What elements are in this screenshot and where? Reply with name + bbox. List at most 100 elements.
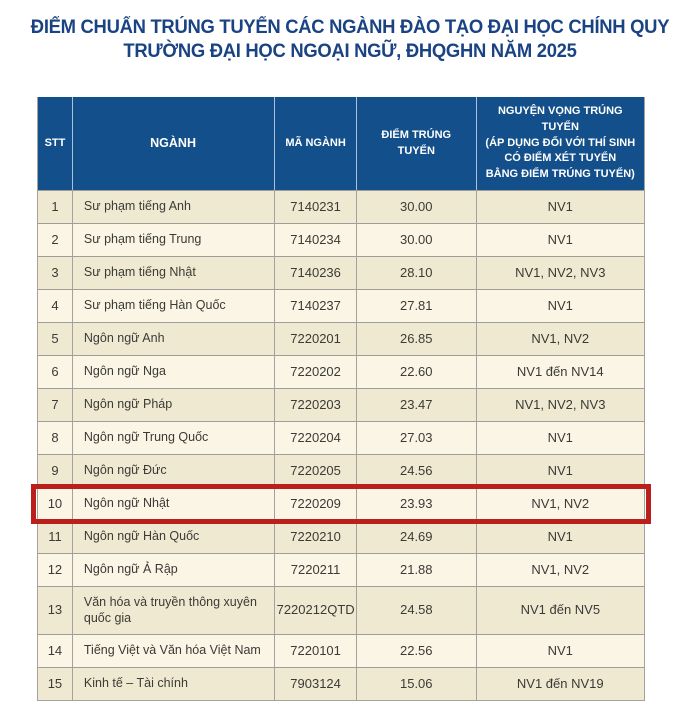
- page-title: ĐIỂM CHUẨN TRÚNG TUYỂN CÁC NGÀNH ĐÀO TẠO…: [11, 16, 690, 64]
- table-row: 2 Sư phạm tiếng Trung 7140234 30.00 NV1: [38, 223, 644, 256]
- cell-ma-nganh: 7220201: [275, 323, 357, 355]
- cell-ma-nganh: 7220211: [275, 554, 357, 586]
- cell-ma-nganh: 7140234: [275, 224, 357, 256]
- cell-nganh: Sư phạm tiếng Anh: [73, 191, 276, 223]
- cell-diem: 27.03: [357, 422, 477, 454]
- cell-stt: 6: [38, 356, 73, 388]
- table-row: 15 Kinh tế – Tài chính 7903124 15.06 NV1…: [38, 667, 644, 700]
- cell-nganh: Sư phạm tiếng Hàn Quốc: [73, 290, 276, 322]
- cell-nguyen-vong: NV1 đến NV5: [520, 602, 601, 618]
- table-row: 3 Sư phạm tiếng Nhật 7140236 28.10 NV1, …: [38, 256, 644, 289]
- table-row: 12 Ngôn ngữ Ả Rập 7220211 21.88 NV1, NV2: [38, 553, 644, 586]
- table-row: 13 Văn hóa và truyền thông xuyên quốc gi…: [38, 586, 644, 634]
- cell-nganh: Ngôn ngữ Trung Quốc: [73, 422, 276, 454]
- table-row: 5 Ngôn ngữ Anh 7220201 26.85 NV1, NV2: [38, 322, 644, 355]
- cell-ma-nganh: 7220205: [275, 455, 357, 487]
- cell-stt: 11: [38, 521, 73, 553]
- cell-stt: 2: [38, 224, 73, 256]
- cell-stt: 14: [38, 635, 73, 667]
- table-row: 7 Ngôn ngữ Pháp 7220203 23.47 NV1, NV2, …: [38, 388, 644, 421]
- header-nguyen-vong: NGUYỆN VỌNG TRÚNG TUYỂN (ÁP DỤNG ĐỐI VỚI…: [477, 97, 644, 190]
- cell-nguyen-vong: NV1, NV2, NV3: [515, 396, 606, 412]
- header-diem-text: ĐIỂM TRÚNG TUYỂN: [381, 128, 452, 157]
- table-row: 1 Sư phạm tiếng Anh 7140231 30.00 NV1: [38, 190, 644, 223]
- table-row: 11 Ngôn ngữ Hàn Quốc 7220210 24.69 NV1: [38, 520, 644, 553]
- header-nv-line: CÓ ĐIỂM XÉT TUYỂN: [504, 152, 617, 165]
- cell-stt: 15: [38, 668, 73, 700]
- cell-nguyen-vong: NV1: [547, 198, 573, 214]
- cell-nguyen-vong: NV1, NV2: [531, 330, 590, 346]
- cell-ma-nganh: 7220101: [275, 635, 357, 667]
- table-header-row: STT NGÀNH MÃ NGÀNH ĐIỂM TRÚNG TUYỂN NGUY…: [38, 97, 644, 190]
- cell-nguyen-vong: NV1: [547, 528, 573, 544]
- cell-stt: 10: [38, 488, 73, 520]
- cell-stt: 9: [38, 455, 73, 487]
- cell-nguyen-vong: NV1 đến NV19: [516, 675, 604, 691]
- table-row: 9 Ngôn ngữ Đức 7220205 24.56 NV1: [38, 454, 644, 487]
- cell-diem: 30.00: [357, 191, 477, 223]
- cell-ma-nganh: 7903124: [275, 668, 357, 700]
- cell-ma-nganh: 7220203: [275, 389, 357, 421]
- cell-nguyen-vong: NV1 đến NV14: [516, 363, 604, 379]
- table-row: 8 Ngôn ngữ Trung Quốc 7220204 27.03 NV1: [38, 421, 644, 454]
- cell-diem: 23.47: [357, 389, 477, 421]
- cell-nganh: Văn hóa và truyền thông xuyên quốc gia: [73, 587, 276, 634]
- header-nv-line: BẰNG ĐIỂM TRÚNG TUYỂN): [485, 168, 635, 181]
- cell-diem: 15.06: [357, 668, 477, 700]
- cell-diem: 24.69: [357, 521, 477, 553]
- cell-stt: 13: [38, 587, 73, 634]
- cell-ma-nganh: 7220202: [275, 356, 357, 388]
- cell-ma-nganh: 7140236: [275, 257, 357, 289]
- cell-nganh: Ngôn ngữ Anh: [73, 323, 276, 355]
- table-row: 14 Tiếng Việt và Văn hóa Việt Nam 722010…: [38, 634, 644, 667]
- cell-nganh: Ngôn ngữ Nhật: [73, 488, 276, 520]
- cell-nguyen-vong: NV1: [547, 642, 573, 658]
- table-body: 1 Sư phạm tiếng Anh 7140231 30.00 NV1 2 …: [31, 190, 651, 700]
- cell-stt: 1: [38, 191, 73, 223]
- cell-ma-nganh: 7220209: [275, 488, 357, 520]
- page-title-line1: ĐIỂM CHUẨN TRÚNG TUYỂN CÁC NGÀNH ĐÀO TẠO…: [30, 17, 670, 38]
- page-title-line2: TRƯỜNG ĐẠI HỌC NGOẠI NGỮ, ĐHQGHN NĂM 202…: [123, 40, 577, 62]
- header-stt: STT: [38, 97, 73, 190]
- cell-stt: 4: [38, 290, 73, 322]
- cell-diem: 22.56: [357, 635, 477, 667]
- cell-stt: 3: [38, 257, 73, 289]
- cell-ma-nganh: 7140231: [275, 191, 357, 223]
- cell-ma-nganh: 7220212QTD: [275, 587, 358, 634]
- cell-nguyen-vong: NV1: [547, 429, 573, 445]
- cell-nganh: Sư phạm tiếng Nhật: [73, 257, 276, 289]
- cell-ma-nganh: 7140237: [275, 290, 357, 322]
- header-ma-nganh: MÃ NGÀNH: [275, 97, 357, 190]
- cell-nganh: Tiếng Việt và Văn hóa Việt Nam: [73, 635, 276, 667]
- cell-diem: 23.93: [357, 488, 477, 520]
- admission-scores-table: STT NGÀNH MÃ NGÀNH ĐIỂM TRÚNG TUYỂN NGUY…: [31, 97, 651, 701]
- cell-nguyen-vong: NV1: [547, 231, 573, 247]
- table-row-highlighted: 10 Ngôn ngữ Nhật 7220209 23.93 NV1, NV2: [31, 484, 651, 524]
- cell-diem: 26.85: [357, 323, 477, 355]
- cell-stt: 7: [38, 389, 73, 421]
- cell-nguyen-vong: NV1, NV2, NV3: [515, 264, 606, 280]
- cell-stt: 8: [38, 422, 73, 454]
- cell-nganh: Ngôn ngữ Ả Rập: [73, 554, 276, 586]
- cell-nganh: Kinh tế – Tài chính: [73, 668, 276, 700]
- cell-nganh: Ngôn ngữ Nga: [73, 356, 276, 388]
- cell-diem: 30.00: [357, 224, 477, 256]
- cell-nganh: Ngôn ngữ Đức: [73, 455, 276, 487]
- header-nv-line: NGUYỆN VỌNG TRÚNG: [497, 104, 623, 117]
- cell-nguyen-vong: NV1, NV2: [531, 495, 590, 511]
- table-row: 6 Ngôn ngữ Nga 7220202 22.60 NV1 đến NV1…: [38, 355, 644, 388]
- cell-ma-nganh: 7220204: [275, 422, 357, 454]
- cell-diem: 24.58: [357, 587, 477, 634]
- cell-nganh: Ngôn ngữ Hàn Quốc: [73, 521, 276, 553]
- cell-nguyen-vong: NV1: [547, 462, 573, 478]
- cell-nganh: Sư phạm tiếng Trung: [73, 224, 276, 256]
- cell-nguyen-vong: NV1: [547, 297, 573, 313]
- header-nv-line: TUYỂN: [541, 120, 579, 133]
- cell-diem: 22.60: [357, 356, 477, 388]
- cell-diem: 24.56: [357, 455, 477, 487]
- cell-nganh: Ngôn ngữ Pháp: [73, 389, 276, 421]
- cell-diem: 28.10: [357, 257, 477, 289]
- cell-diem: 27.81: [357, 290, 477, 322]
- header-nganh: NGÀNH: [73, 97, 276, 190]
